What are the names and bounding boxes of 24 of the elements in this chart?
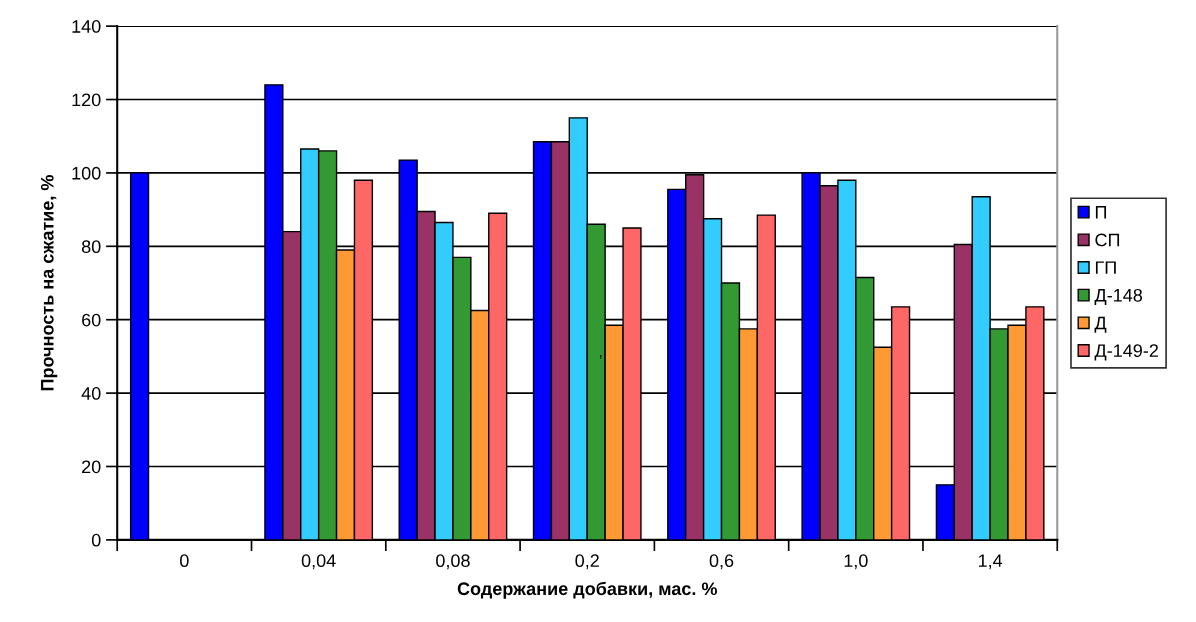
legend-label: П [1095, 206, 1107, 219]
legend-label: ГП [1095, 261, 1116, 274]
x-tick-label: 0,04 [301, 554, 336, 570]
y-tick-label: 0 [91, 533, 101, 547]
y-tick-label: 120 [72, 93, 101, 107]
y-tick-label: 20 [82, 460, 101, 474]
x-tick-label: 1,0 [844, 554, 868, 570]
legend-label: Д [1094, 316, 1107, 333]
x-tick-label: 0,2 [575, 554, 599, 570]
y-axis-title: Прочность на сжатие, % [40, 175, 58, 391]
y-tick-label: 40 [81, 387, 101, 400]
x-tick-label: 0,6 [709, 554, 734, 570]
x-tick-label: 1,4 [978, 554, 1003, 570]
y-tick-label: 80 [81, 240, 101, 254]
x-tick-label: 0 [180, 554, 189, 568]
x-tick-label: 0,08 [436, 554, 470, 570]
legend-label: Д-148 [1094, 288, 1143, 306]
annotation: , [599, 355, 602, 359]
x-axis-title: Содержание добавки, мас. % [457, 581, 717, 599]
y-tick-label: 140 [72, 20, 101, 33]
y-tick-label: 100 [72, 166, 101, 180]
legend-label: Д-149-2 [1094, 344, 1158, 361]
y-tick-label: 60 [82, 313, 101, 327]
legend-label: СП [1095, 233, 1120, 247]
